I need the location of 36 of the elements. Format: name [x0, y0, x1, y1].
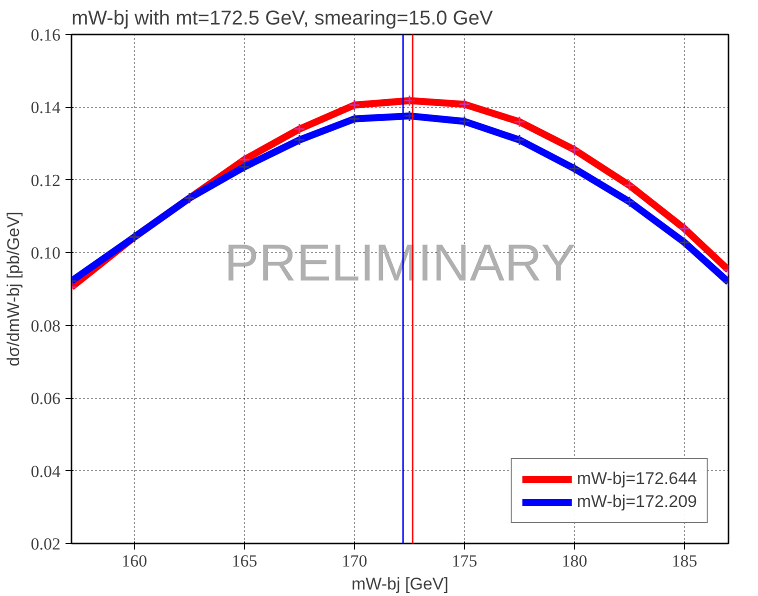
y-tick-label: 0.04 — [30, 462, 61, 481]
point — [678, 236, 690, 248]
point — [238, 161, 250, 173]
point — [294, 123, 306, 135]
point — [458, 98, 470, 110]
y-tick-label: 0.06 — [30, 389, 60, 408]
legend-label: mW-bj=172.644 — [576, 469, 697, 489]
y-tick-label: 0.02 — [30, 534, 60, 554]
point — [568, 162, 580, 174]
point — [348, 99, 360, 111]
x-tick-label: 160 — [122, 552, 148, 570]
x-tick-label: 185 — [672, 552, 698, 570]
point — [348, 113, 360, 125]
x-tick-label: 170 — [342, 552, 368, 570]
y-tick-label: 0.14 — [30, 98, 61, 118]
point — [624, 180, 636, 192]
y-axis-title: dσ/dmW-bj [pb/GeV] — [4, 212, 23, 366]
point — [514, 134, 526, 146]
point — [624, 196, 636, 208]
point — [514, 116, 526, 128]
x-tick-label: 175 — [452, 552, 478, 570]
y-tick-label: 0.10 — [30, 244, 60, 263]
legend-label: mW-bj=172.209 — [576, 492, 697, 512]
point — [458, 116, 470, 128]
point — [404, 94, 416, 106]
x-tick-label: 165 — [232, 552, 258, 570]
y-tick-label: 0.16 — [30, 26, 60, 44]
point — [294, 134, 306, 146]
y-tick-label: 0.08 — [30, 316, 60, 336]
point — [568, 144, 580, 156]
y-tick-label: 0.12 — [30, 170, 60, 190]
x-tick-label: 180 — [562, 552, 588, 570]
chart-title: mW-bj with mt=172.5 GeV, smearing=15.0 GeV — [72, 8, 494, 30]
point — [404, 110, 416, 122]
x-axis-title: mW-bj [GeV] — [352, 574, 448, 594]
point — [678, 222, 690, 234]
